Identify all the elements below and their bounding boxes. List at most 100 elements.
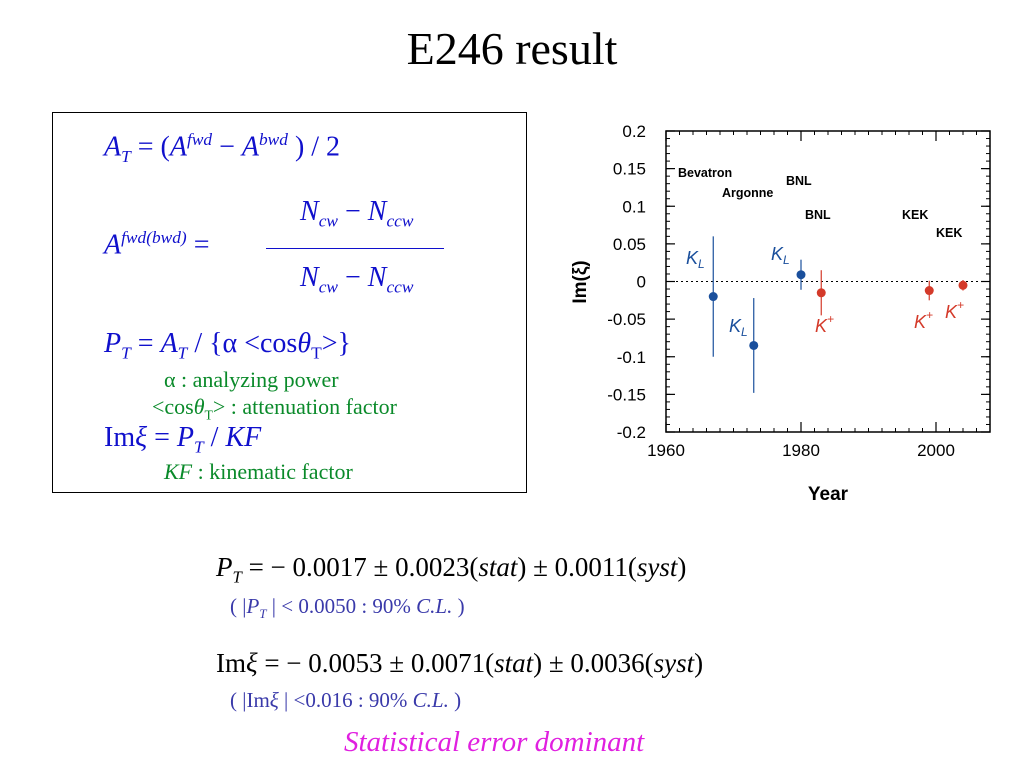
im-kf: KF [225,422,262,453]
res-pt-mid: ) ± 0.0011( [517,552,637,582]
afwd-eq: = [186,229,210,261]
kf-note-rest: : kinematic factor [192,459,353,484]
im-eq: = [147,422,177,453]
y-tick-label: 0.2 [622,122,646,141]
pt-result: PT = − 0.0017 ± 0.0023(stat) ± 0.0011(sy… [216,552,686,587]
experiment-label: Argonne [722,186,773,200]
pt-rest1: / {α <cos [187,328,298,359]
y-tick-label: -0.05 [607,310,646,329]
fraction-denominator: Ncw − Nccw [300,262,413,298]
res-pt-p: P [216,552,233,582]
data-point [796,270,806,280]
at-fwd: fwd [187,130,213,149]
y-tick-label: 0.15 [613,160,646,179]
at-rhs2: ) / 2 [287,131,341,163]
particle-label: KL [729,316,748,339]
experiment-label: KEK [936,226,962,240]
equation-box [52,112,527,493]
alpha-note: α : analyzing power [164,367,339,392]
experiment-label: Bevatron [678,166,732,180]
num-n1: N [300,196,319,227]
res-pt-syst: syst [636,552,678,582]
res-im-im: Im [216,648,246,678]
particle-label: KL [686,248,705,271]
page-title: E246 result [406,23,618,74]
at-a1: A [169,131,187,163]
afwd-a: A [104,229,122,261]
res-im-value: = − 0.0053 ± 0.0071( [257,648,495,678]
cos-note-1: <cos [152,394,194,419]
experiment-label: BNL [805,208,831,222]
pt-cl-3: ) [452,594,465,618]
y-tick-label: -0.15 [607,385,646,404]
num-n2: N [367,196,387,227]
at-lhs-sub: T [121,146,131,166]
pt-a: A [160,328,178,359]
res-pt-sub: T [232,567,242,587]
particle-label: K+ [815,312,834,336]
res-im-mid: ) ± 0.0036( [533,648,654,678]
particle-label: K+ [914,308,933,332]
y-tick-label: -0.2 [617,423,646,442]
data-point [958,280,968,290]
im-cl-cl: C.L. [412,688,449,712]
pt-theta: θ [297,328,312,359]
experiment-label: KEK [902,208,928,222]
at-rhs1: = ( [130,131,170,163]
im-xi-equation: Imξ = PT / KF [104,422,261,458]
pt-confidence-limit: ( |PT | < 0.0050 : 90% C.L. ) [230,594,465,622]
den-n2: N [367,262,387,293]
particle-label: KL [771,244,790,267]
pt-sub: T [121,343,131,363]
im-cl-1: ( |Im [230,688,270,712]
res-im-end: ) [694,648,704,678]
im-xi-confidence-limit: ( |Imξ | <0.016 : 90% C.L. ) [230,688,461,713]
conclusion-text: Statistical error dominant [344,726,645,758]
y-axis-label: Im(ξ) [570,260,591,303]
y-tick-label: 0.1 [622,197,646,216]
afwd-sup: fwd(bwd) [121,228,187,247]
im-cl-3: ) [448,688,462,712]
polarization-equation: PT = AT / {α <cosθT>} [104,328,351,364]
cos-note: <cosθT> : attenuation factor [152,394,397,423]
den-cw: cw [318,277,338,297]
cos-note-2: > : attenuation factor [212,394,397,419]
pt-theta-sub: T [311,343,322,363]
kf-note-kf: KF [164,459,193,484]
pt-rest2: >} [321,328,351,359]
num-ccw: ccw [386,211,414,231]
den-minus: − [337,262,368,293]
afwd-lhs: Afwd(bwd) = [104,228,210,261]
kf-note: KF : kinematic factor [164,459,353,485]
data-point [816,288,826,298]
data-point [708,292,718,302]
im-xi: ξ [135,422,148,453]
im-p: P [176,422,195,453]
im-xi-result: Imξ = − 0.0053 ± 0.0071(stat) ± 0.0036(s… [216,648,703,679]
res-pt-end: ) [677,552,687,582]
data-point [749,340,759,350]
pt-p: P [104,328,122,359]
pt-eq: = [130,328,161,359]
at-bwd: bwd [259,130,288,149]
im-cl-xi: ξ [269,688,279,712]
num-minus: − [337,196,368,227]
experiment-label: BNL [786,174,812,188]
pt-cl-cl: C.L. [416,594,453,618]
data-point [924,286,934,296]
particle-label: K+ [945,298,964,322]
y-tick-label: 0.05 [613,235,646,254]
at-minus: − [212,131,242,163]
res-pt-value: = − 0.0017 ± 0.0023( [241,552,479,582]
num-cw: cw [318,211,338,231]
asymmetry-equation: AT = (Afwd − Abwd ) / 2 [104,130,340,167]
cos-note-theta: θ [193,394,205,419]
fraction-line [266,248,444,249]
res-im-syst: syst [653,648,695,678]
x-tick-label: 1980 [782,441,820,460]
x-tick-label: 2000 [917,441,955,460]
cos-note-sub: T [204,407,213,423]
im-im: Im [104,422,136,453]
y-tick-label: 0 [637,273,646,292]
